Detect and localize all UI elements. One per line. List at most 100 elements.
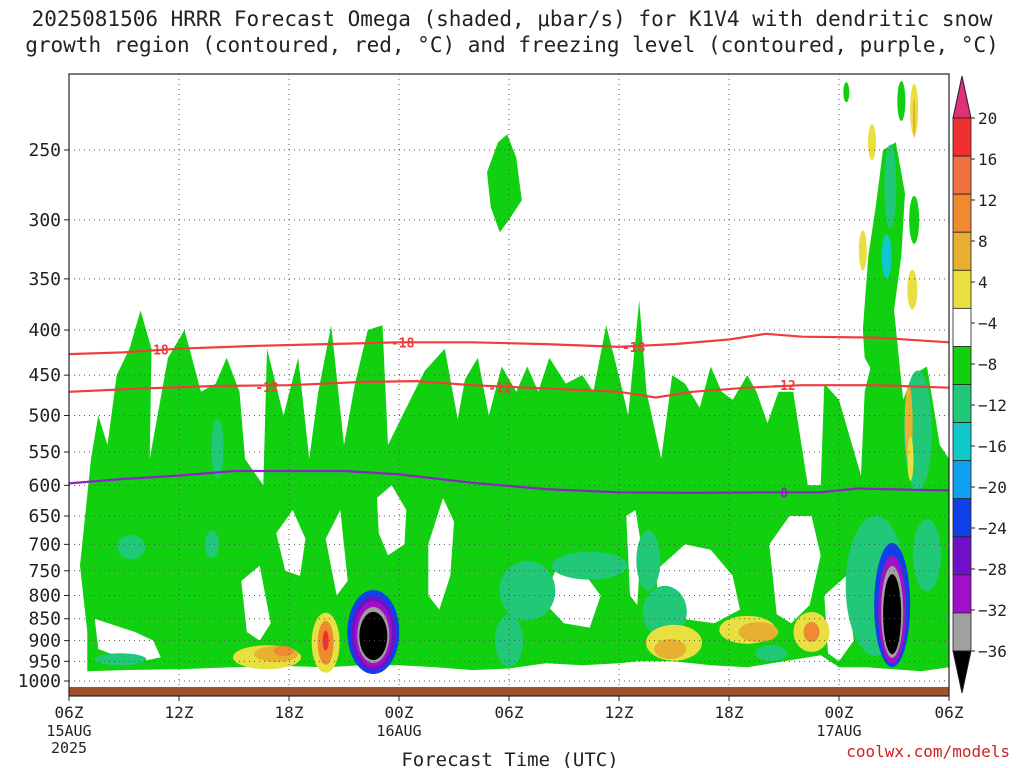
omega-patch-teal <box>499 560 556 621</box>
y-tick-label: 1000 <box>18 671 61 692</box>
omega-patch-orange <box>273 646 294 657</box>
colorbar-bottom-arrow <box>952 650 972 694</box>
contour-label: -12 <box>772 379 795 394</box>
y-tick-label: 350 <box>28 269 61 290</box>
omega-core-black <box>359 611 388 660</box>
contour-label: -18 <box>622 341 646 356</box>
colorbar-label: 4 <box>978 273 988 292</box>
omega-patch-gold <box>654 639 687 660</box>
omega-patch-green <box>302 637 309 666</box>
x-tick-label: 18Z <box>275 703 304 722</box>
colorbar-label: −12 <box>978 396 1007 415</box>
x-tick-year-label: 2025 <box>51 739 87 757</box>
omega-patch-green <box>897 81 906 122</box>
colorbar-swatch <box>952 269 972 309</box>
omega-patch-gold <box>912 98 916 139</box>
omega-patch-cyan <box>881 234 892 279</box>
omega-gap <box>94 618 161 662</box>
x-tick-label: 12Z <box>165 703 194 722</box>
colorbar-label: 12 <box>978 191 997 210</box>
omega-gap <box>626 510 641 605</box>
omega-patch-yellow <box>907 269 918 310</box>
x-tick-label: 00Z <box>825 703 854 722</box>
omega-gap <box>769 516 821 624</box>
x-tick-date-label: 17AUG <box>816 722 861 740</box>
colorbar-label: −24 <box>978 519 1007 538</box>
omega-patch-teal <box>913 519 941 592</box>
colorbar: 20 16 12 8 4 −4 −8 −12 −16 −20 −24 −28 −32 −36 <box>952 75 1007 694</box>
x-tick-label: 00Z <box>385 703 414 722</box>
colorbar-swatch <box>952 422 972 462</box>
x-tick-date-label: 15AUG <box>46 722 91 740</box>
y-tick-label: 700 <box>28 534 61 555</box>
omega-patch-green <box>843 82 850 103</box>
colorbar-label: −32 <box>978 601 1007 620</box>
contour-label: -18 <box>391 336 415 351</box>
ground <box>69 686 949 696</box>
omega-gap <box>325 510 348 596</box>
contour-label: 0 <box>780 486 788 501</box>
contour-lines: -18 -18 -18 -12 -12 -12 0 <box>69 332 949 501</box>
colorbar-swatch <box>952 612 972 652</box>
x-tick-label: 12Z <box>605 703 634 722</box>
colorbar-swatch <box>952 384 972 423</box>
colorbar-swatch <box>952 117 972 157</box>
colorbar-swatch <box>952 498 972 538</box>
colorbar-top-arrow <box>952 75 972 119</box>
y-tick-label: 550 <box>28 442 61 463</box>
colorbar-swatch <box>952 346 972 385</box>
y-tick-label: 500 <box>28 405 61 426</box>
contour-line-0 <box>69 469 949 495</box>
credit-link[interactable]: coolwx.com/models <box>846 742 1010 761</box>
colorbar-swatch <box>952 574 972 614</box>
omega-gap <box>428 497 454 610</box>
omega-gap <box>241 565 271 641</box>
y-tick-label: 850 <box>28 609 61 630</box>
colorbar-label: −16 <box>978 437 1007 456</box>
contour-line-m12 <box>69 379 949 399</box>
chart-title-line1: 2025081506 HRRR Forecast Omega (shaded, … <box>31 7 993 31</box>
omega-patch-yellow <box>907 436 914 481</box>
colorbar-swatch <box>952 193 972 233</box>
omega-patch-gold <box>738 622 779 643</box>
chart-title: 2025081506 HRRR Forecast Omega (shaded, … <box>0 6 1024 58</box>
y-tick-label: 250 <box>28 140 61 161</box>
colorbar-label: 8 <box>978 232 988 251</box>
x-tick-label: 06Z <box>495 703 524 722</box>
x-tick-label: 18Z <box>715 703 744 722</box>
ground-layer <box>69 686 949 696</box>
contour-line-m18 <box>69 332 949 356</box>
y-tick-label: 900 <box>28 631 61 652</box>
y-tick-label: 950 <box>28 651 61 672</box>
omega-patch-yellow <box>858 230 867 271</box>
colorbar-label: 20 <box>978 109 997 128</box>
x-axis-label: Forecast Time (UTC) <box>401 749 618 768</box>
colorbar-swatch <box>952 231 972 271</box>
y-tick-label: 450 <box>28 365 61 386</box>
omega-region-green-upper <box>487 134 522 233</box>
colorbar-label: −8 <box>978 355 997 374</box>
y-tick-label: 600 <box>28 475 61 496</box>
y-tick-label: 650 <box>28 506 61 527</box>
y-tick-label: 300 <box>28 210 61 231</box>
x-tick-label: 06Z <box>935 703 964 722</box>
colorbar-label: 16 <box>978 150 997 169</box>
omega-patch-red <box>322 630 329 651</box>
omega-patch-teal <box>117 535 146 560</box>
omega-patch-teal <box>636 530 661 591</box>
omega-patch-teal <box>94 653 147 666</box>
omega-patch-teal <box>551 551 628 580</box>
colorbar-label: −36 <box>978 642 1007 661</box>
x-tick-date-label: 16AUG <box>376 722 421 740</box>
colorbar-swatch <box>952 536 972 576</box>
omega-patch-teal <box>884 144 897 229</box>
colorbar-swatch <box>952 460 972 500</box>
omega-core-black <box>883 574 902 655</box>
contour-label: -18 <box>145 344 169 359</box>
omega-gap <box>377 485 407 556</box>
omega-patch-orange <box>803 622 820 643</box>
omega-patch-yellow <box>868 124 876 161</box>
y-tick-label: 400 <box>28 320 61 341</box>
